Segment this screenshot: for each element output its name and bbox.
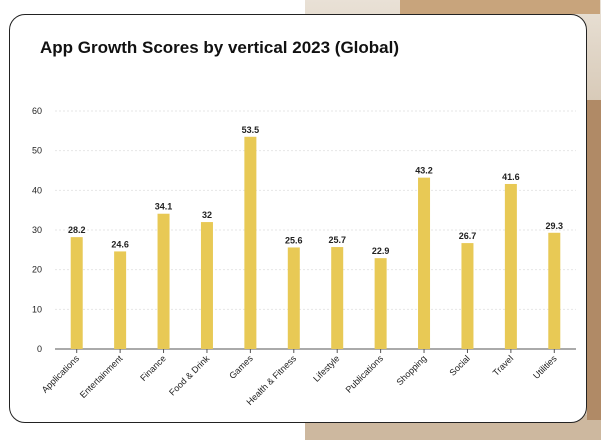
data-label: 22.9 <box>372 246 390 256</box>
bar-food-drink <box>200 222 213 349</box>
x-tick-label: Games <box>227 353 255 381</box>
data-label: 25.6 <box>285 235 303 245</box>
bars <box>70 136 561 349</box>
x-tick-label: Lifestyle <box>311 353 341 383</box>
y-tick-label: 10 <box>32 304 42 314</box>
y-tick-label: 60 <box>32 106 42 116</box>
background-box-top <box>400 0 600 14</box>
data-label: 24.6 <box>111 239 129 249</box>
data-labels: 28.2 24.6 34.1 32 53.5 25.6 25.7 22.9 43.2 26.7 41… <box>68 125 563 256</box>
bar-utilities <box>548 232 561 349</box>
x-tick-label: Finance <box>138 353 168 383</box>
y-tick-label: 40 <box>32 185 42 195</box>
bar-publications <box>374 258 387 349</box>
data-label: 26.7 <box>459 231 477 241</box>
chart-card: App Growth Scores by vertical 2023 (Glob… <box>9 14 587 423</box>
bar-games <box>244 136 257 349</box>
bar-shopping <box>418 177 431 349</box>
grid-layer <box>55 110 576 350</box>
chart-title: App Growth Scores by vertical 2023 (Glob… <box>40 38 399 57</box>
data-label: 25.7 <box>328 235 346 245</box>
bar-lifestyle <box>331 247 344 349</box>
x-tick-label: Shopping <box>394 353 428 387</box>
x-tick-label: Applications <box>40 353 82 395</box>
x-tick-label: Travel <box>491 353 516 378</box>
x-tick-label: Social <box>447 353 471 377</box>
data-label: 43.2 <box>415 166 433 176</box>
bar-social <box>461 243 474 349</box>
x-tick-label: Food & Drink <box>167 353 212 398</box>
x-tick-label: Utilities <box>531 353 559 381</box>
bar-health-fitness <box>287 247 300 349</box>
data-label: 41.6 <box>502 172 520 182</box>
y-tick-label: 0 <box>37 344 42 354</box>
data-label: 28.2 <box>68 225 86 235</box>
y-tick-label: 50 <box>32 146 42 156</box>
x-tick-label: Publications <box>344 353 386 395</box>
x-tick-label: Entertainment <box>78 353 125 400</box>
data-label: 29.3 <box>546 221 564 231</box>
y-tick-label: 20 <box>32 265 42 275</box>
background-box-right <box>587 100 601 420</box>
bar-applications <box>70 237 83 349</box>
bar-finance <box>157 213 170 349</box>
bar-travel <box>504 183 517 349</box>
y-axis-ticks: 0 10 20 30 40 50 60 <box>32 106 42 354</box>
bar-chart: 0 10 20 30 40 50 60 28.2 24.6 34.1 32 53.5 25.6 25.7… <box>32 106 576 407</box>
bar-entertainment <box>114 251 127 349</box>
data-label: 32 <box>202 210 212 220</box>
data-label: 53.5 <box>242 125 260 135</box>
data-label: 34.1 <box>155 202 173 212</box>
y-tick-label: 30 <box>32 225 42 235</box>
